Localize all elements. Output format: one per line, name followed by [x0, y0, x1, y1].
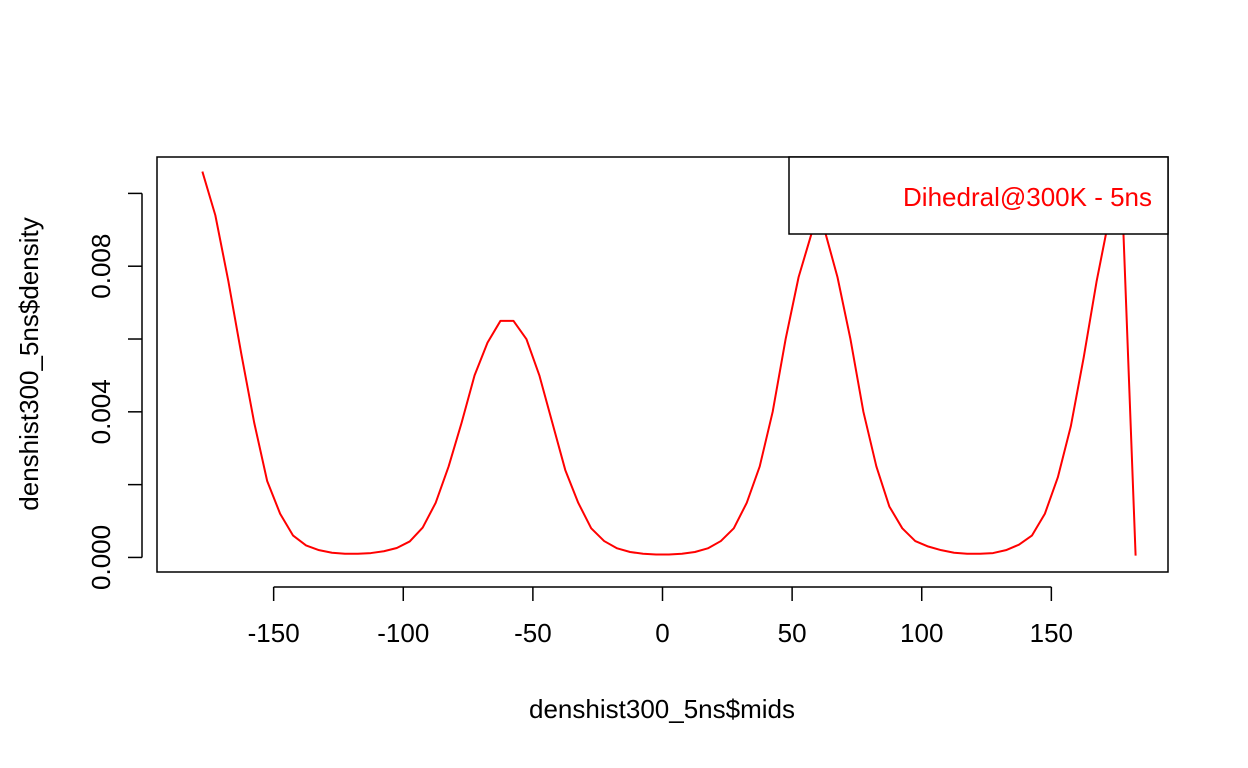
y-tick-label: 0.004	[86, 379, 116, 444]
y-axis-label: denshist300_5ns$density	[14, 217, 44, 510]
series-line-0	[201, 171, 1137, 556]
legend-label: Dihedral@300K - 5ns	[903, 182, 1152, 212]
legend-box	[788, 156, 1169, 235]
y-tick-label: 0.000	[86, 525, 116, 590]
x-tick-label: 100	[900, 618, 943, 648]
x-tick-label: -100	[377, 618, 429, 648]
x-tick-label: 50	[778, 618, 807, 648]
legend: Dihedral@300K - 5ns	[788, 156, 1169, 235]
plot-area	[201, 171, 1137, 556]
x-tick-label: 0	[655, 618, 669, 648]
x-tick-label: -50	[514, 618, 552, 648]
x-axis-label: denshist300_5ns$mids	[529, 694, 795, 724]
x-tick-label: -150	[248, 618, 300, 648]
axes: -150 -100 -50 0 50 100 150 0.000 0.004 0.008	[86, 156, 1169, 648]
x-tick-label: 150	[1030, 618, 1073, 648]
plot-frame	[156, 156, 1169, 573]
y-tick-label: 0.008	[86, 234, 116, 299]
